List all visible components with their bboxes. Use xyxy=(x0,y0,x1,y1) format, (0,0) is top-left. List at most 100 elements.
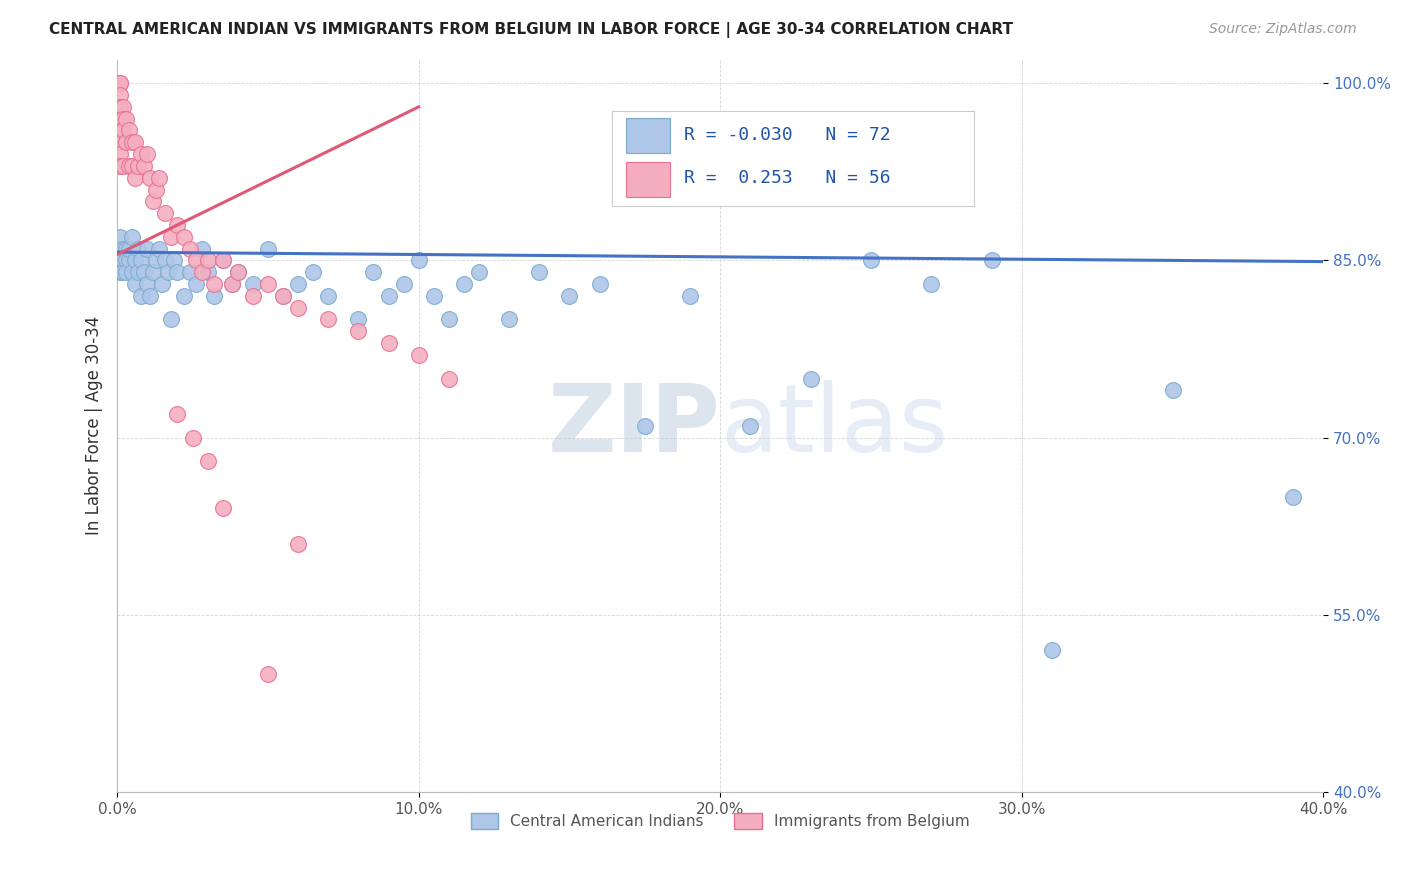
Point xyxy=(112,112,135,126)
Point xyxy=(166,265,188,279)
Point xyxy=(363,265,385,279)
Point xyxy=(271,289,294,303)
Point xyxy=(287,301,309,315)
Point xyxy=(142,265,165,279)
Point xyxy=(127,265,149,279)
Point xyxy=(108,147,131,161)
Point xyxy=(316,289,339,303)
Point xyxy=(166,218,188,232)
Point xyxy=(197,265,219,279)
Point xyxy=(211,253,233,268)
Point xyxy=(634,418,657,433)
Point xyxy=(155,253,177,268)
Point xyxy=(148,242,170,256)
Point xyxy=(166,407,188,421)
Point xyxy=(347,312,370,326)
Point xyxy=(1161,384,1184,398)
Point xyxy=(190,265,212,279)
Point xyxy=(173,229,195,244)
Point xyxy=(257,242,280,256)
Point xyxy=(173,289,195,303)
Point xyxy=(287,277,309,291)
Point xyxy=(392,277,415,291)
Point xyxy=(118,123,141,137)
Point xyxy=(108,76,131,90)
Point xyxy=(179,242,201,256)
Point xyxy=(115,136,138,150)
Point xyxy=(211,253,233,268)
Point xyxy=(121,136,143,150)
Point xyxy=(437,371,460,385)
Point xyxy=(136,277,159,291)
Point xyxy=(316,312,339,326)
Point xyxy=(115,265,138,279)
Point xyxy=(108,253,131,268)
Point xyxy=(202,289,225,303)
Point xyxy=(408,348,430,362)
Point xyxy=(800,371,823,385)
Point xyxy=(211,501,233,516)
Point xyxy=(271,289,294,303)
Point xyxy=(112,123,135,137)
Point xyxy=(152,277,174,291)
Point xyxy=(226,265,249,279)
Point xyxy=(377,289,399,303)
Point xyxy=(468,265,491,279)
Point xyxy=(108,136,131,150)
Point xyxy=(408,253,430,268)
Point xyxy=(197,253,219,268)
Point xyxy=(112,253,135,268)
Point xyxy=(112,159,135,173)
Point xyxy=(145,182,167,196)
Point xyxy=(136,242,159,256)
Point xyxy=(108,76,131,90)
Point xyxy=(124,136,146,150)
Point xyxy=(197,454,219,468)
Point xyxy=(179,265,201,279)
Point xyxy=(184,253,207,268)
Point xyxy=(221,277,243,291)
Point xyxy=(980,253,1002,268)
Point xyxy=(558,289,581,303)
Point xyxy=(160,312,183,326)
Point xyxy=(1282,490,1305,504)
Point xyxy=(115,253,138,268)
Point xyxy=(118,159,141,173)
Point xyxy=(127,242,149,256)
Point xyxy=(257,277,280,291)
Point xyxy=(139,170,162,185)
Point xyxy=(124,277,146,291)
Text: atlas: atlas xyxy=(720,380,949,472)
Point xyxy=(139,289,162,303)
Point xyxy=(115,112,138,126)
Point xyxy=(136,147,159,161)
Point xyxy=(377,336,399,351)
Point xyxy=(131,147,153,161)
Point xyxy=(124,253,146,268)
Point xyxy=(859,253,882,268)
Legend: Central American Indians, Immigrants from Belgium: Central American Indians, Immigrants fro… xyxy=(464,807,976,836)
Point xyxy=(184,277,207,291)
Point xyxy=(242,277,264,291)
Point xyxy=(108,253,131,268)
Point xyxy=(157,265,180,279)
Point xyxy=(181,431,204,445)
Point xyxy=(121,159,143,173)
Point xyxy=(115,242,138,256)
Point xyxy=(108,112,131,126)
Point xyxy=(588,277,610,291)
Point xyxy=(257,666,280,681)
Point xyxy=(242,289,264,303)
Point xyxy=(190,242,212,256)
Point xyxy=(121,229,143,244)
Point xyxy=(124,170,146,185)
Point xyxy=(118,253,141,268)
Point xyxy=(108,229,131,244)
Y-axis label: In Labor Force | Age 30-34: In Labor Force | Age 30-34 xyxy=(86,316,103,535)
Point xyxy=(108,100,131,114)
Point xyxy=(131,289,153,303)
Point xyxy=(740,418,762,433)
Point xyxy=(148,170,170,185)
Text: CENTRAL AMERICAN INDIAN VS IMMIGRANTS FROM BELGIUM IN LABOR FORCE | AGE 30-34 CO: CENTRAL AMERICAN INDIAN VS IMMIGRANTS FR… xyxy=(49,22,1014,38)
Point xyxy=(160,229,183,244)
